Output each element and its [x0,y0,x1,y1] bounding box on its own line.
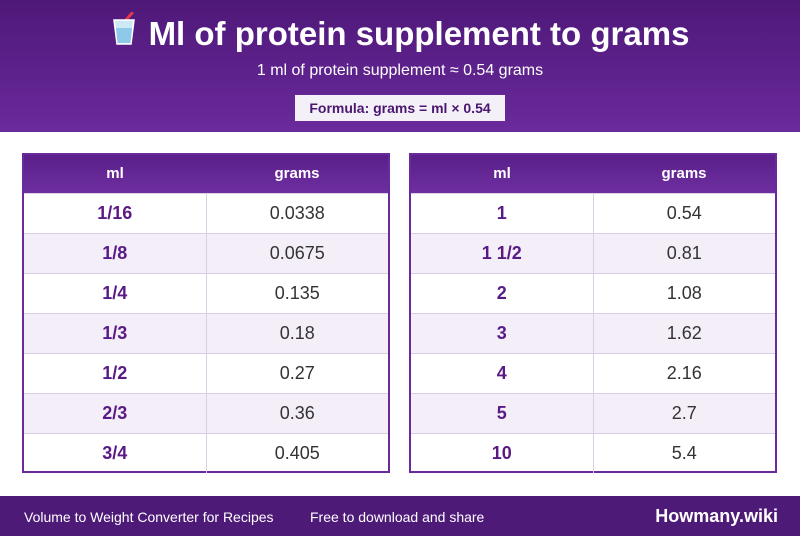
grams-cell: 0.405 [274,443,320,463]
table-row: 1/3 0.18 [24,313,388,353]
column-header-grams: grams [661,165,707,182]
grams-cell: 2.16 [666,363,702,383]
formula-badge: Formula: grams = ml × 0.54 [295,95,505,121]
table-row: 1 0.54 [411,193,775,233]
column-header-ml: ml [106,165,124,182]
ml-cell: 4 [411,354,594,393]
ml-cell: 5 [411,394,594,433]
table-row: 1/2 0.27 [24,353,388,393]
footer-share-text: Free to download and share [310,509,485,525]
table-row: 1/16 0.0338 [24,193,388,233]
subtitle: 1 ml of protein supplement ≈ 0.54 grams [256,62,544,79]
grams-cell: 0.0338 [269,203,325,223]
grams-cell: 2.7 [671,403,697,423]
table-row: 10 5.4 [411,433,775,473]
column-header-ml: ml [493,165,511,182]
table-header: ml grams [24,155,388,193]
grams-cell: 0.81 [666,243,702,263]
grams-cell: 1.08 [666,283,702,303]
title-text: Ml of protein supplement to grams [148,15,690,52]
ml-cell: 10 [411,434,594,473]
table-row: 1/8 0.0675 [24,233,388,273]
page-title: Ml of protein supplement to grams [0,11,800,55]
table-row: 2/3 0.36 [24,393,388,433]
ml-cell: 1/3 [24,314,207,353]
ml-cell: 1/2 [24,354,207,393]
table-row: 5 2.7 [411,393,775,433]
grams-cell: 0.54 [666,203,702,223]
table-row: 1 1/2 0.81 [411,233,775,273]
conversion-table-right: ml grams 1 0.54 1 1/2 0.81 2 1.08 3 1.62 4 2.… [409,153,777,473]
ml-cell: 1 [411,194,594,233]
grams-cell: 1.62 [666,323,702,343]
table-row: 3/4 0.405 [24,433,388,473]
ml-cell: 1/8 [24,234,207,273]
table-header: ml grams [411,155,775,193]
table-row: 1/4 0.135 [24,273,388,313]
conversion-table-left: ml grams 1/16 0.0338 1/8 0.0675 1/4 0.135 1… [22,153,390,473]
ml-cell: 3/4 [24,434,207,473]
grams-cell: 0.36 [279,403,315,423]
cup-with-straw-icon [111,11,137,55]
ml-cell: 1 1/2 [411,234,594,273]
table-row: 4 2.16 [411,353,775,393]
grams-cell: 0.18 [279,323,315,343]
grams-cell: 0.135 [274,283,320,303]
footer-converter-text: Volume to Weight Converter for Recipes [24,509,274,525]
ml-cell: 3 [411,314,594,353]
footer-bar: Volume to Weight Converter for Recipes F… [0,496,800,536]
ml-cell: 1/4 [24,274,207,313]
table-row: 2 1.08 [411,273,775,313]
grams-cell: 5.4 [671,443,697,463]
grams-cell: 0.27 [279,363,315,383]
grams-cell: 0.0675 [269,243,325,263]
ml-cell: 2/3 [24,394,207,433]
table-row: 3 1.62 [411,313,775,353]
ml-cell: 1/16 [24,194,207,233]
brand-logo-text[interactable]: Howmany.wiki [655,506,778,526]
column-header-grams: grams [274,165,320,182]
header-banner: Ml of protein supplement to grams 1 ml o… [0,0,800,132]
ml-cell: 2 [411,274,594,313]
